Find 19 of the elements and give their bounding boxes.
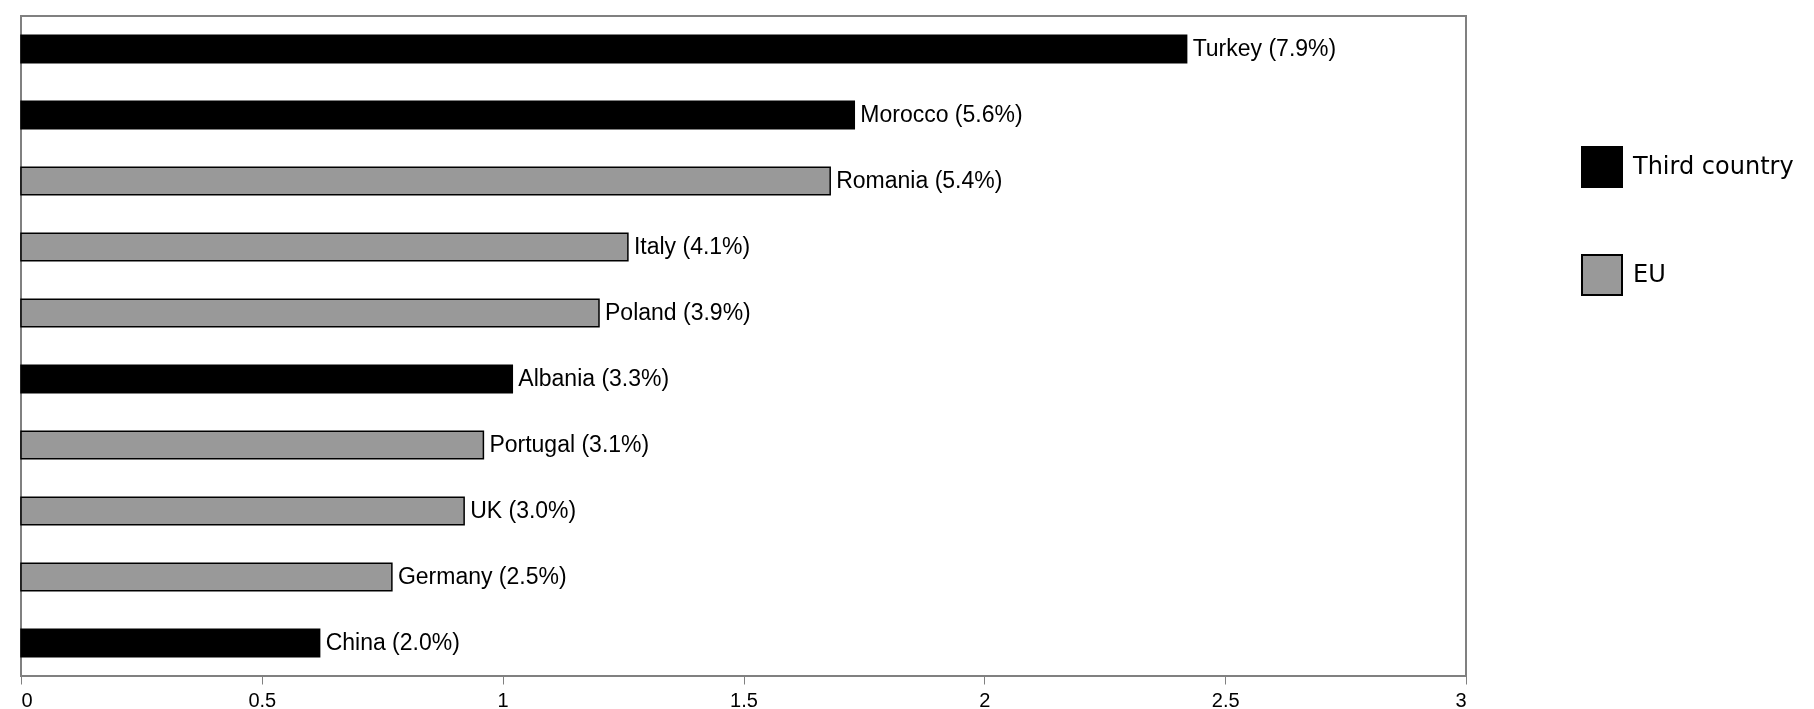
y-tick-label: Turkey (7.9%) bbox=[1192, 35, 1337, 61]
y-tick-label: China (2.0%) bbox=[325, 629, 460, 655]
y-tick-label: Romania (5.4%) bbox=[836, 167, 1003, 193]
legend-label: Third country bbox=[1632, 152, 1794, 180]
y-tick-label: Germany (2.5%) bbox=[397, 563, 567, 589]
x-tick-label: 0.5 bbox=[248, 688, 277, 709]
y-tick-label: Morocco (5.6%) bbox=[860, 101, 1023, 127]
x-tick-label: 1 bbox=[497, 688, 509, 709]
x-tick-label: 3 bbox=[1455, 688, 1467, 709]
x-tick-label: 1.5 bbox=[730, 688, 758, 709]
y-tick-label: UK (3.0%) bbox=[470, 497, 577, 523]
legend-label: EU bbox=[1633, 260, 1666, 288]
y-tick-label: Poland (3.9%) bbox=[605, 299, 751, 325]
y-tick-label: Italy (4.1%) bbox=[633, 233, 751, 259]
x-tick-label: 0 bbox=[21, 688, 33, 709]
y-tick-label: Portugal (3.1%) bbox=[489, 431, 650, 457]
x-tick-label: 2.5 bbox=[1211, 688, 1240, 709]
y-tick-label: Albania (3.3%) bbox=[518, 365, 670, 391]
x-tick-label: 2 bbox=[979, 688, 991, 709]
